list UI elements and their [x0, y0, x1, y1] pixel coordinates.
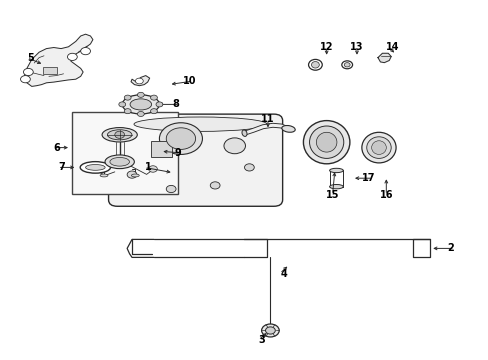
Circle shape — [265, 327, 275, 334]
Circle shape — [127, 171, 137, 178]
Text: 4: 4 — [280, 269, 286, 279]
Ellipse shape — [311, 62, 319, 68]
Circle shape — [20, 76, 30, 83]
Circle shape — [166, 185, 176, 193]
Text: 6: 6 — [53, 143, 60, 153]
Circle shape — [150, 95, 157, 100]
Text: 1: 1 — [144, 162, 151, 172]
Text: 5: 5 — [27, 53, 34, 63]
Ellipse shape — [242, 130, 246, 136]
Ellipse shape — [110, 157, 129, 166]
Circle shape — [244, 164, 254, 171]
Ellipse shape — [366, 137, 390, 158]
Circle shape — [210, 182, 220, 189]
Circle shape — [156, 102, 163, 107]
Circle shape — [159, 123, 202, 154]
Ellipse shape — [371, 141, 386, 154]
Text: 13: 13 — [349, 42, 363, 52]
FancyBboxPatch shape — [42, 67, 57, 74]
Text: 2: 2 — [447, 243, 453, 253]
Ellipse shape — [341, 61, 352, 69]
Text: 7: 7 — [58, 162, 65, 172]
FancyBboxPatch shape — [150, 141, 172, 157]
Ellipse shape — [85, 165, 105, 170]
Circle shape — [23, 68, 33, 76]
Polygon shape — [377, 53, 390, 63]
Circle shape — [81, 48, 90, 55]
Polygon shape — [23, 34, 93, 86]
Text: 15: 15 — [325, 190, 339, 200]
Ellipse shape — [102, 127, 137, 142]
Ellipse shape — [308, 59, 322, 70]
Text: 3: 3 — [258, 335, 265, 345]
Ellipse shape — [130, 99, 151, 110]
Circle shape — [150, 109, 157, 114]
Text: 14: 14 — [385, 42, 399, 52]
Ellipse shape — [329, 168, 343, 173]
Text: 11: 11 — [261, 114, 274, 124]
FancyBboxPatch shape — [72, 112, 177, 194]
Circle shape — [166, 128, 195, 149]
Circle shape — [137, 112, 144, 117]
Circle shape — [135, 78, 143, 84]
Circle shape — [137, 92, 144, 97]
Ellipse shape — [316, 132, 336, 152]
Text: 8: 8 — [172, 99, 179, 109]
Ellipse shape — [100, 174, 108, 177]
Ellipse shape — [107, 130, 132, 140]
Ellipse shape — [309, 126, 343, 158]
Text: 12: 12 — [319, 42, 333, 52]
Circle shape — [124, 109, 131, 114]
Ellipse shape — [80, 162, 110, 173]
Circle shape — [115, 131, 124, 138]
Text: 16: 16 — [379, 190, 392, 200]
Text: 10: 10 — [182, 76, 196, 86]
Ellipse shape — [329, 184, 343, 189]
Ellipse shape — [134, 117, 266, 131]
Polygon shape — [131, 76, 149, 86]
Ellipse shape — [361, 132, 395, 163]
Ellipse shape — [281, 126, 295, 132]
Circle shape — [261, 324, 279, 337]
FancyBboxPatch shape — [108, 114, 282, 206]
Ellipse shape — [131, 174, 139, 177]
Text: Flow: Flow — [185, 131, 197, 136]
Circle shape — [224, 138, 245, 154]
Circle shape — [119, 102, 125, 107]
Circle shape — [67, 53, 77, 60]
Circle shape — [124, 95, 131, 100]
Text: 17: 17 — [361, 173, 375, 183]
Text: 9: 9 — [174, 148, 181, 158]
Ellipse shape — [344, 63, 349, 67]
Circle shape — [148, 166, 157, 172]
Ellipse shape — [122, 95, 159, 114]
Ellipse shape — [303, 121, 349, 164]
Ellipse shape — [105, 155, 134, 168]
